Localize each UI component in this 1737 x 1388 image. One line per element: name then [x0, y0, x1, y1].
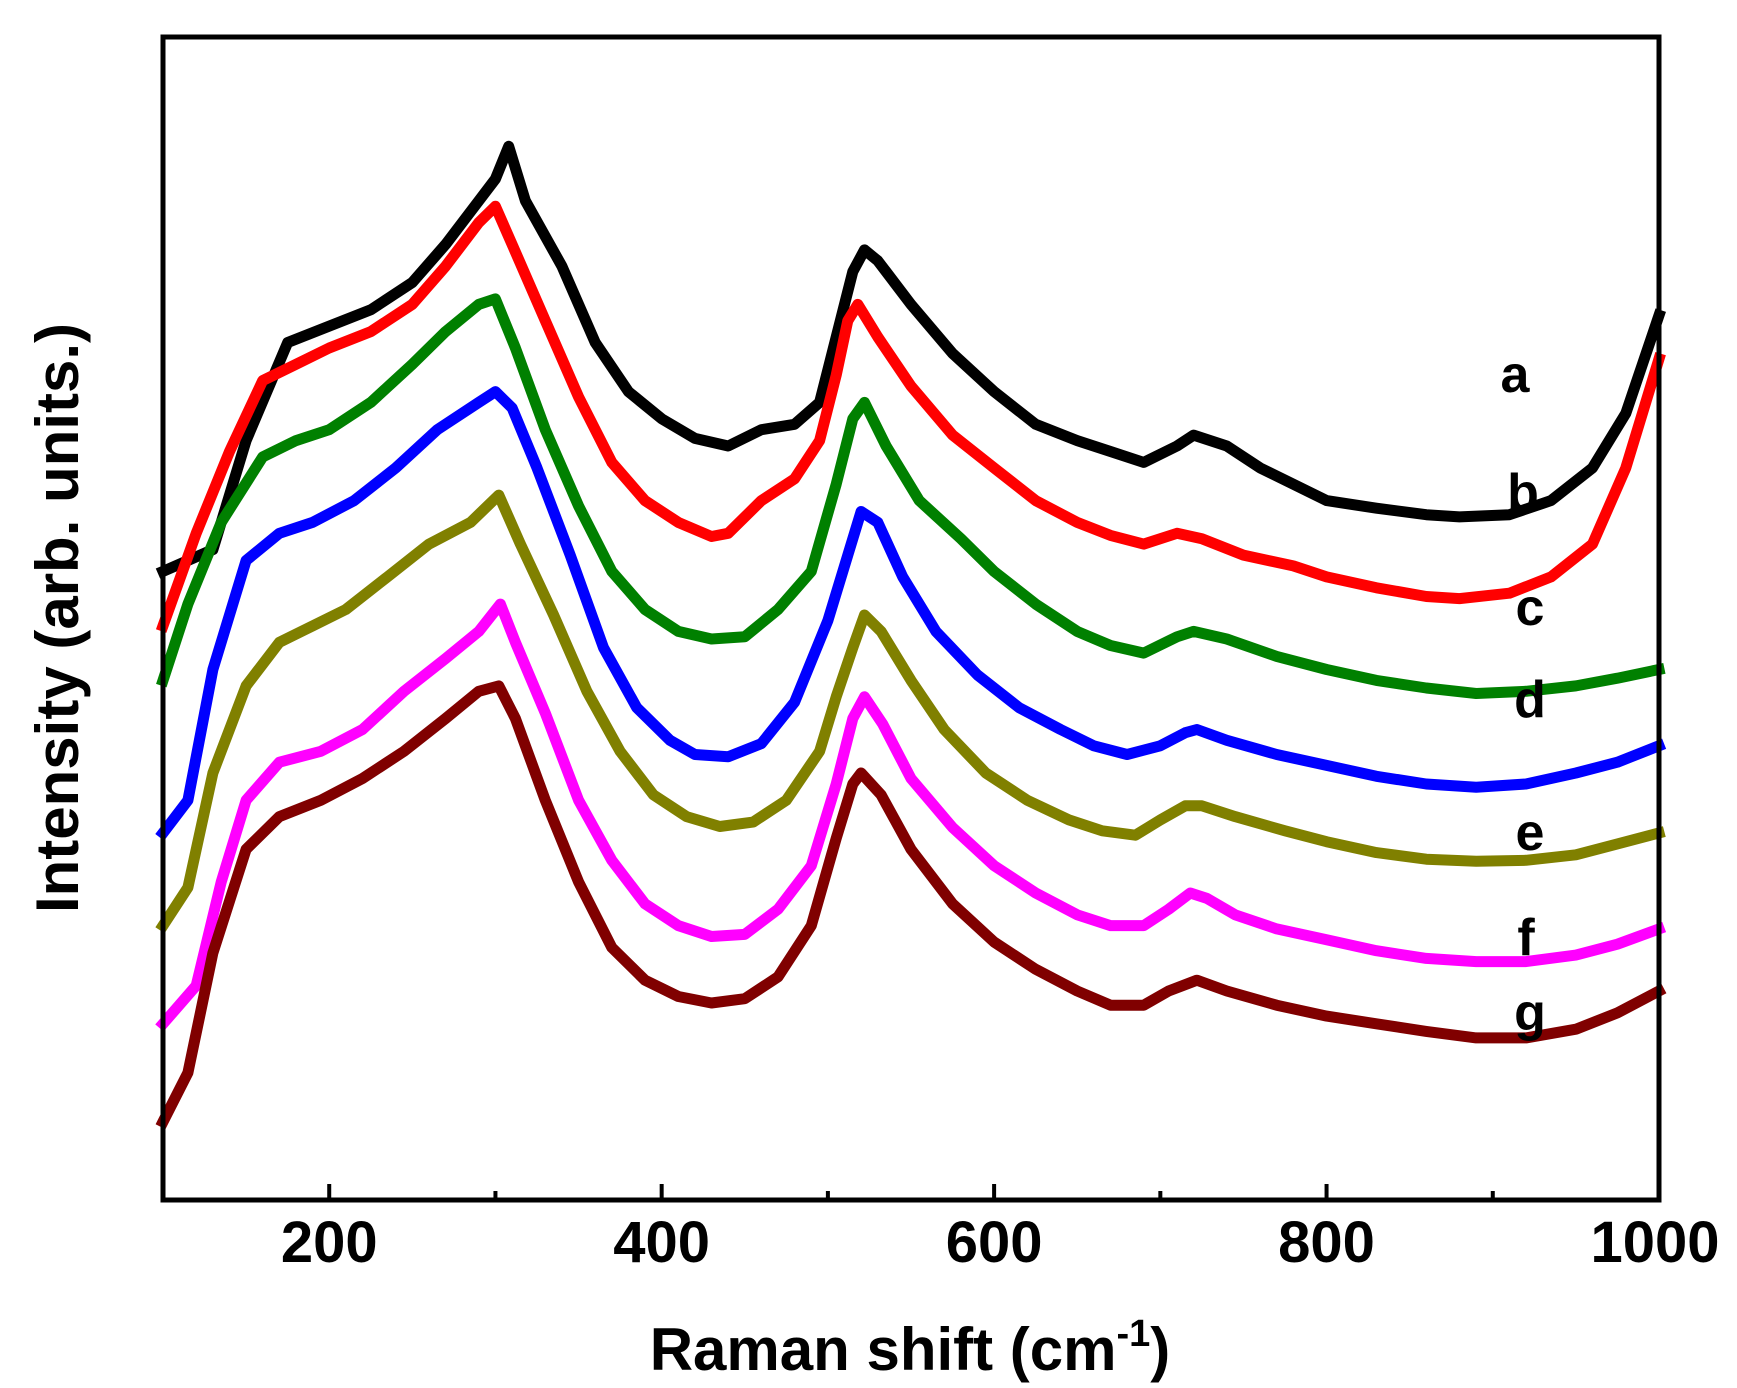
plot-frame	[160, 34, 1662, 1203]
series-label-g: g	[1514, 984, 1546, 1042]
series-label-f: f	[1517, 909, 1535, 967]
x-tick-label: 200	[281, 1210, 378, 1275]
series-line-c	[156, 293, 1666, 699]
series-label-a: a	[1501, 346, 1531, 404]
x-axis-title-close: )	[1150, 1316, 1170, 1383]
series-line-b	[155, 200, 1666, 633]
series-label-d: d	[1514, 671, 1546, 729]
x-axis-title: Raman shift (cm-1)	[650, 1313, 1171, 1383]
x-axis-ticks: 200 400 600 800 1000	[161, 1184, 1720, 1275]
x-tick-label: 600	[946, 1210, 1043, 1275]
y-axis-title: Intensity (arb. units.)	[24, 323, 91, 913]
series-labels: a bcd efg	[1501, 346, 1546, 1042]
series-line-d	[155, 386, 1667, 841]
x-tick-label: 400	[613, 1210, 710, 1275]
x-tick-label: 800	[1278, 1210, 1375, 1275]
series-line-g	[155, 680, 1667, 1130]
series-label-b: b	[1507, 464, 1539, 522]
x-axis-title-main: Raman shift (cm	[650, 1316, 1117, 1383]
series-label-c: c	[1516, 579, 1545, 637]
series-line-e	[155, 489, 1666, 934]
x-axis-title-superscript: -1	[1116, 1313, 1150, 1355]
x-tick-label: 1000	[1590, 1210, 1719, 1275]
series-line-f	[155, 598, 1667, 1032]
series-line-a	[155, 140, 1666, 579]
series-group	[155, 140, 1667, 1130]
series-label-e: e	[1516, 804, 1545, 862]
